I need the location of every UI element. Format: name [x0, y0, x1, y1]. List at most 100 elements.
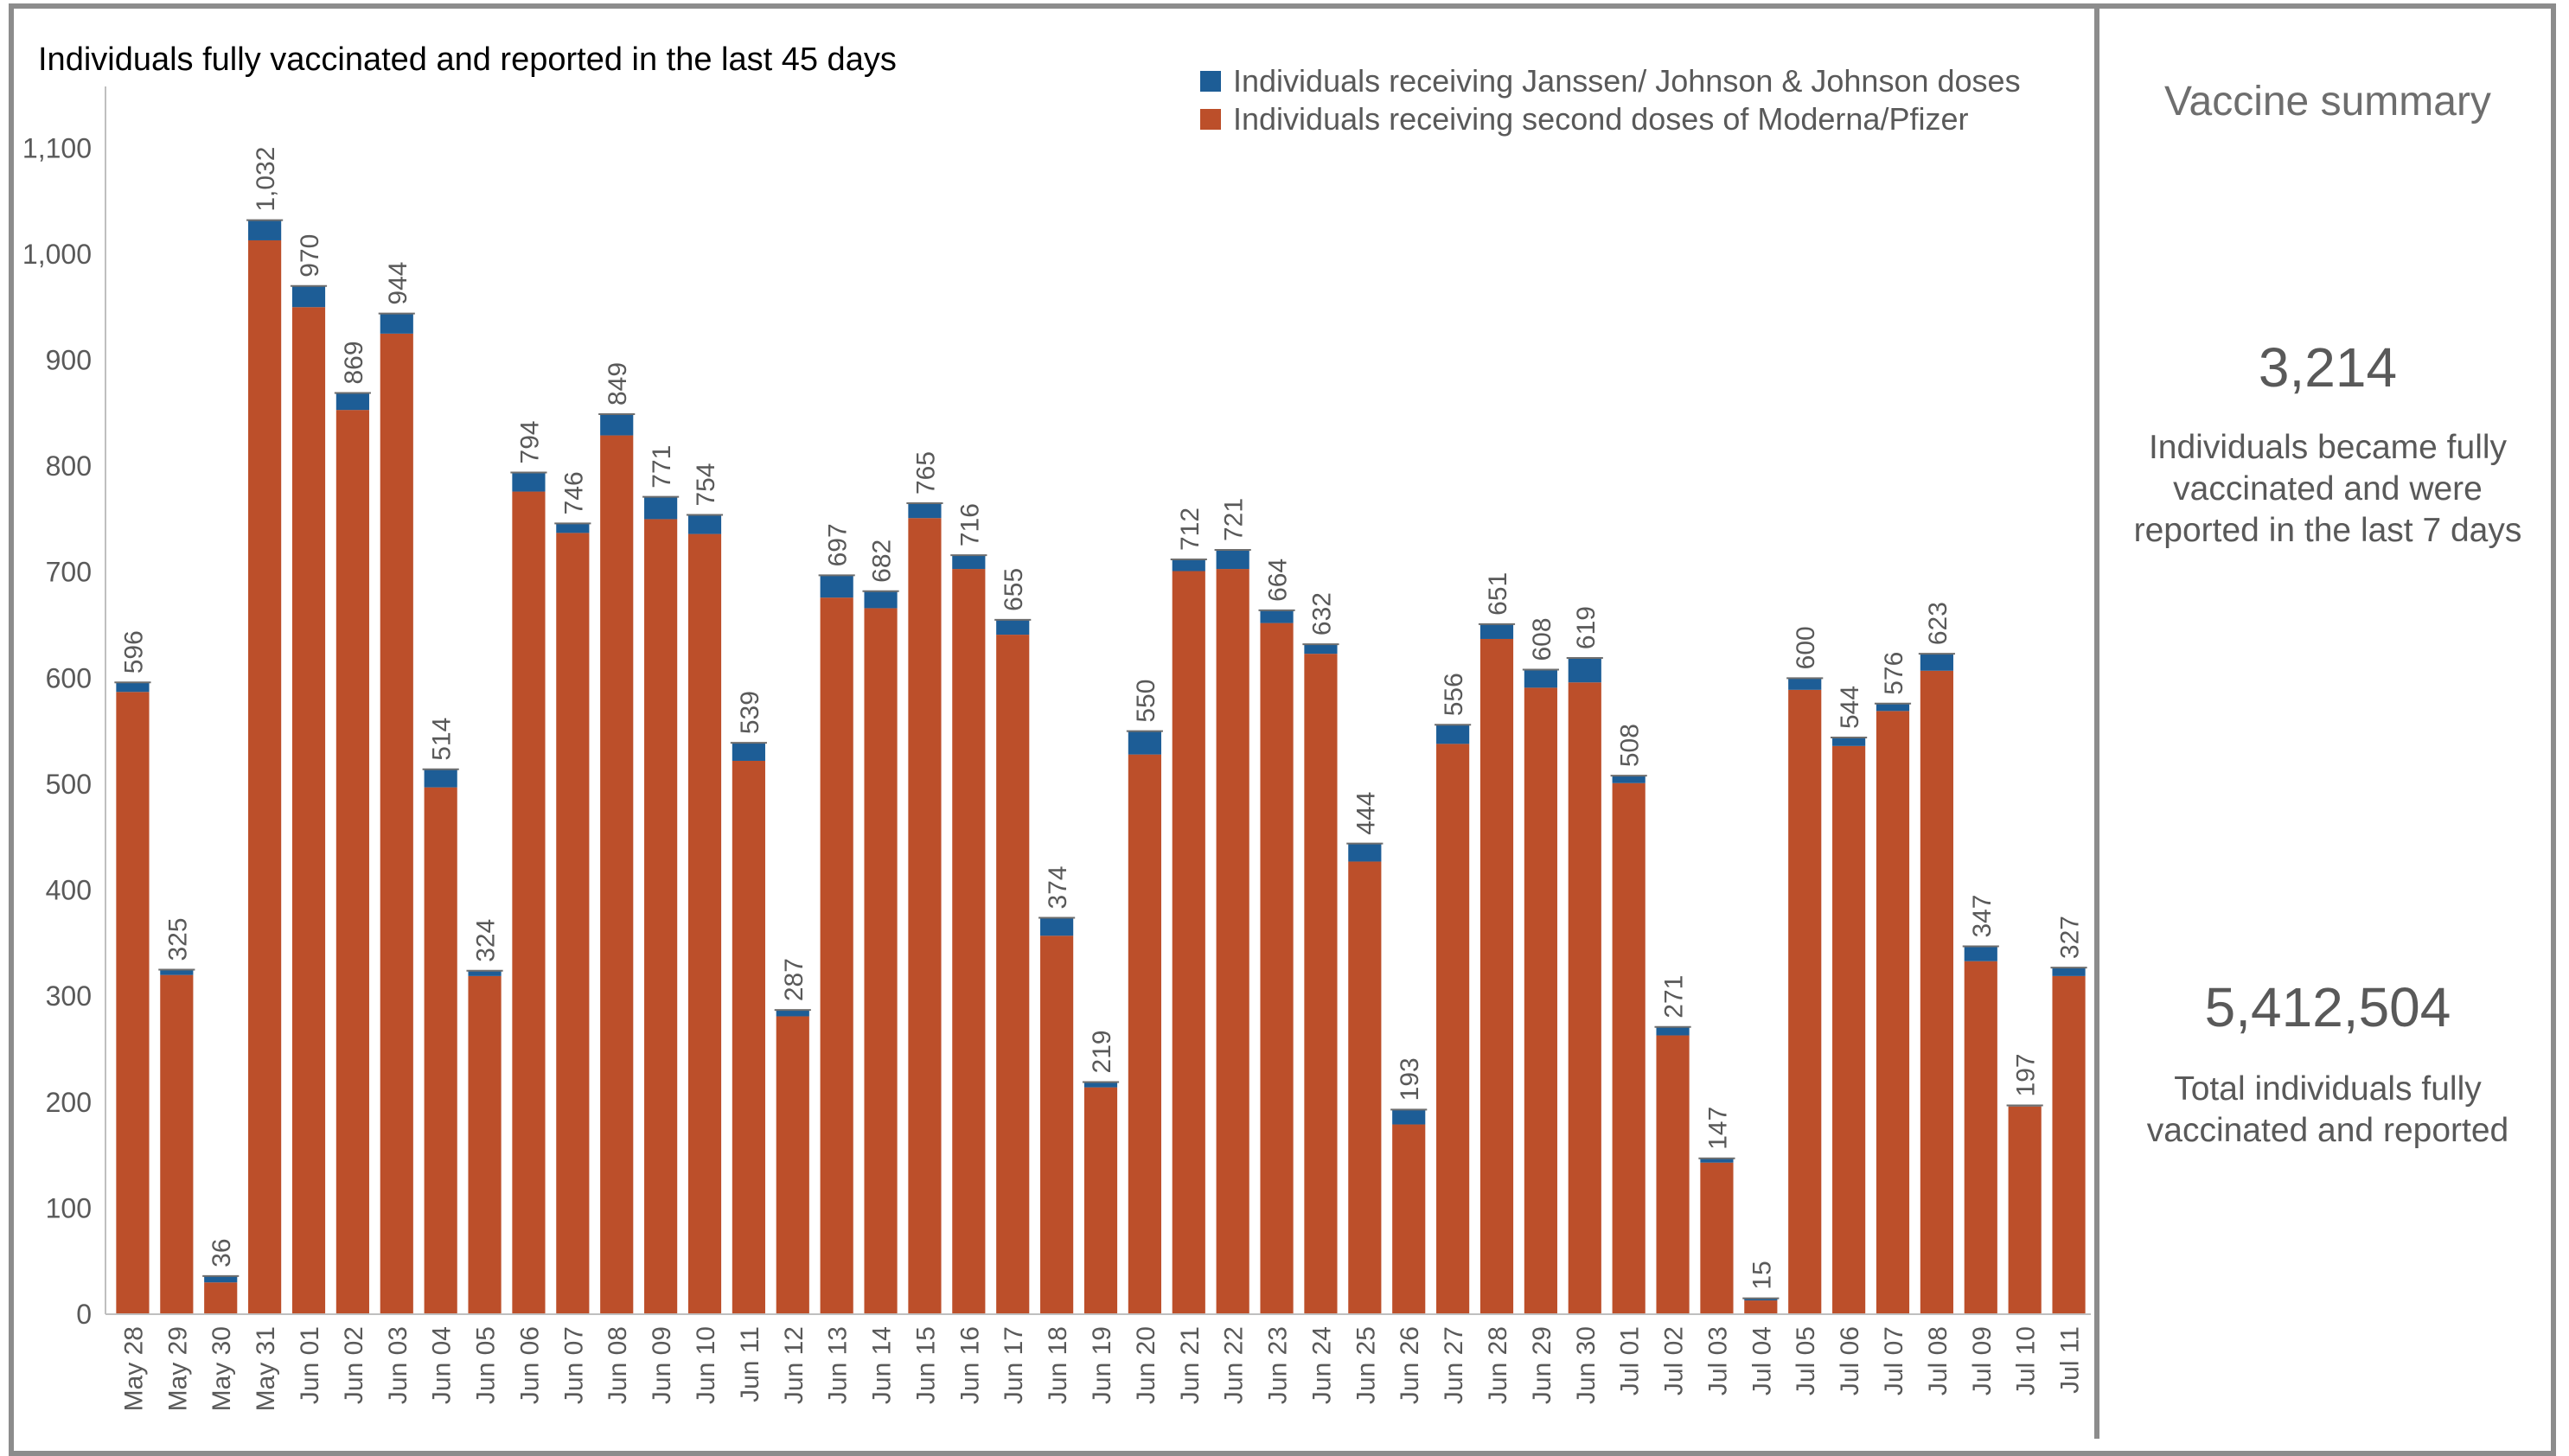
legend-label-moderna-pfizer: Individuals receiving second doses of Mo…: [1233, 101, 1969, 137]
bar-janssen: [732, 743, 765, 761]
bar-total-label: 746: [559, 471, 588, 514]
bar-total-label: 347: [1968, 894, 1997, 937]
bar-total-label: 15: [1748, 1261, 1776, 1289]
x-tick-label: Jun 22: [1220, 1326, 1249, 1404]
bar-total-label: 444: [1352, 792, 1380, 835]
x-tick-label: Jun 06: [515, 1326, 544, 1404]
bar-moderna-pfizer: [1524, 687, 1557, 1314]
x-tick-label: Jul 06: [1836, 1326, 1864, 1395]
x-tick-label: Jun 20: [1132, 1326, 1160, 1404]
bar-moderna-pfizer: [336, 410, 369, 1314]
bar-moderna-pfizer: [820, 597, 853, 1314]
x-tick-label: Jul 11: [2056, 1326, 2085, 1394]
bar-janssen: [1479, 623, 1514, 639]
legend-item-moderna-pfizer: Individuals receiving second doses of Mo…: [1200, 100, 2021, 138]
total-vaccinated-value: 5,412,504: [2204, 976, 2451, 1038]
x-tick-label: Jun 27: [1440, 1326, 1468, 1404]
bar-total-label: 271: [1660, 975, 1689, 1019]
bar-janssen: [1083, 1082, 1118, 1088]
bar-moderna-pfizer: [952, 569, 986, 1314]
legend-label-janssen: Individuals receiving Janssen/ Johnson &…: [1233, 63, 2021, 99]
bar-janssen: [1216, 549, 1249, 570]
bar-janssen: [204, 1275, 238, 1283]
y-tick-label: 300: [46, 980, 92, 1012]
x-tick-label: Jun 10: [692, 1326, 720, 1404]
bar-moderna-pfizer: [1700, 1162, 1734, 1314]
bar-total-label: 36: [208, 1238, 236, 1267]
bar-total-label: 600: [1792, 626, 1820, 669]
bar-moderna-pfizer: [204, 1282, 238, 1314]
weekly-vaccinated-value: 3,214: [2258, 336, 2398, 399]
y-tick-label: 500: [46, 769, 92, 800]
x-tick-label: Jul 02: [1660, 1326, 1689, 1395]
x-tick-label: Jun 08: [604, 1326, 632, 1404]
x-tick-label: Jun 11: [736, 1326, 764, 1402]
bar-moderna-pfizer: [644, 519, 678, 1314]
x-tick-label: Jun 18: [1044, 1326, 1072, 1404]
bar-total-label: 716: [955, 503, 984, 546]
legend-swatch-moderna-pfizer: [1200, 109, 1221, 130]
x-tick-label: May 30: [208, 1326, 236, 1411]
bar-moderna-pfizer: [2052, 975, 2086, 1314]
bar-total-label: 754: [692, 463, 720, 506]
bar-total-label: 794: [515, 420, 544, 463]
bar-janssen: [864, 591, 898, 609]
x-tick-label: Jun 14: [868, 1326, 897, 1404]
bar-total-label: 514: [428, 718, 457, 761]
bar-janssen: [291, 285, 326, 308]
bar-total-label: 539: [736, 691, 764, 734]
x-tick-label: Jul 05: [1792, 1326, 1820, 1395]
bar-total-label: 608: [1528, 617, 1556, 661]
x-tick-label: Jul 10: [2012, 1326, 2041, 1395]
bar-janssen: [1128, 731, 1161, 755]
bar-moderna-pfizer: [1040, 936, 1074, 1314]
bar-moderna-pfizer: [468, 975, 502, 1314]
x-tick-label: Jun 09: [648, 1326, 676, 1404]
x-tick-label: Jun 29: [1528, 1326, 1556, 1404]
bar-total-label: 596: [119, 630, 148, 674]
x-tick-label: Jun 25: [1352, 1326, 1380, 1404]
x-tick-label: Jun 21: [1176, 1326, 1205, 1404]
bar-janssen: [1832, 738, 1866, 746]
bar-total-label: 556: [1440, 673, 1468, 716]
y-tick-label: 200: [46, 1087, 92, 1118]
x-tick-label: Jun 07: [559, 1326, 588, 1404]
bar-janssen: [1172, 559, 1205, 572]
x-tick-label: Jul 07: [1880, 1326, 1908, 1395]
bar-moderna-pfizer: [1172, 571, 1205, 1314]
bar-moderna-pfizer: [1656, 1035, 1690, 1314]
legend-item-janssen: Individuals receiving Janssen/ Johnson &…: [1200, 62, 2021, 100]
bar-janssen: [1700, 1158, 1734, 1163]
x-tick-label: Jun 04: [428, 1326, 457, 1404]
bar-moderna-pfizer: [1348, 861, 1382, 1314]
x-tick-label: Jun 02: [340, 1326, 368, 1404]
bar-total-label: 1,032: [252, 147, 280, 212]
bar-moderna-pfizer: [1568, 682, 1601, 1314]
bar-total-label: 651: [1484, 572, 1512, 616]
x-tick-label: Jun 28: [1484, 1326, 1512, 1404]
bar-moderna-pfizer: [908, 518, 942, 1314]
bar-moderna-pfizer: [380, 333, 413, 1314]
bar-moderna-pfizer: [1436, 744, 1470, 1314]
bar-moderna-pfizer: [600, 435, 634, 1314]
bar-moderna-pfizer: [1260, 623, 1294, 1314]
bar-total-label: 544: [1836, 686, 1864, 729]
x-tick-label: Jul 08: [1924, 1326, 1952, 1395]
bar-janssen: [248, 220, 282, 240]
bar-total-label: 197: [2012, 1053, 2041, 1096]
x-tick-label: Jun 03: [384, 1326, 412, 1404]
x-tick-label: Jul 03: [1703, 1326, 1732, 1395]
x-tick-label: Jul 09: [1968, 1326, 1997, 1395]
y-tick-label: 600: [46, 662, 92, 693]
bar-total-label: 664: [1264, 559, 1293, 602]
bar-moderna-pfizer: [512, 491, 546, 1314]
x-tick-label: Jun 23: [1264, 1326, 1293, 1404]
total-vaccinated-desc: Total individuals fully vaccinated and r…: [2146, 1070, 2509, 1149]
bar-janssen: [512, 472, 546, 492]
bar-total-label: 712: [1176, 508, 1205, 551]
bar-janssen: [1260, 610, 1294, 623]
bar-total-label: 287: [780, 958, 808, 1001]
bar-janssen: [1392, 1109, 1426, 1125]
bar-total-label: 576: [1880, 652, 1908, 695]
chart-panel: 0 100 200 300 400 500 600 700 800 900 1,000 1,100 59…: [14, 9, 2094, 1435]
